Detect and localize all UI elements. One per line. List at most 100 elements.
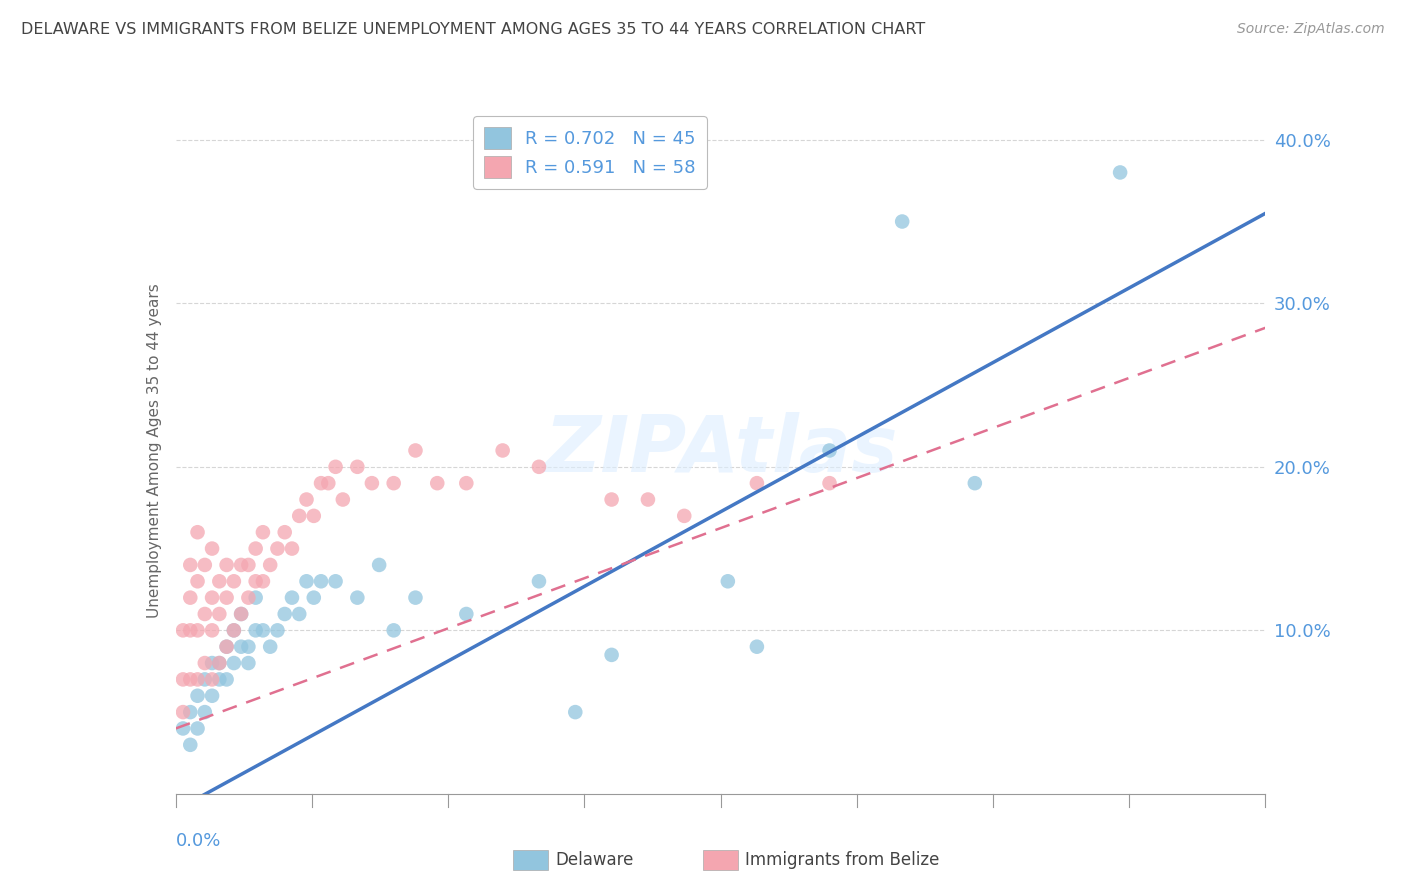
Point bbox=[179, 558, 201, 572]
Point bbox=[215, 591, 238, 605]
Point bbox=[295, 574, 318, 589]
Point bbox=[309, 574, 332, 589]
Point bbox=[179, 624, 201, 638]
Point bbox=[222, 624, 245, 638]
Point bbox=[186, 673, 209, 687]
Point bbox=[891, 214, 914, 228]
Point bbox=[231, 607, 253, 621]
Point bbox=[745, 640, 768, 654]
Point bbox=[238, 558, 260, 572]
Point bbox=[231, 558, 253, 572]
Text: 0.0%: 0.0% bbox=[176, 831, 221, 850]
Point bbox=[281, 541, 304, 556]
Point bbox=[266, 624, 288, 638]
Point bbox=[245, 541, 267, 556]
Point bbox=[179, 705, 201, 719]
Point bbox=[208, 656, 231, 670]
Point bbox=[186, 525, 209, 540]
Point bbox=[245, 591, 267, 605]
Point bbox=[186, 574, 209, 589]
Point bbox=[245, 574, 267, 589]
Point bbox=[231, 607, 253, 621]
Point bbox=[215, 640, 238, 654]
Point bbox=[172, 722, 194, 736]
Point bbox=[818, 476, 841, 491]
Point bbox=[564, 705, 586, 719]
Point bbox=[194, 705, 217, 719]
Point bbox=[527, 574, 550, 589]
Point bbox=[222, 574, 245, 589]
Text: Immigrants from Belize: Immigrants from Belize bbox=[745, 851, 939, 869]
Point bbox=[818, 443, 841, 458]
Point bbox=[1109, 165, 1132, 179]
Text: ZIPAtlas: ZIPAtlas bbox=[544, 412, 897, 489]
Point bbox=[600, 492, 623, 507]
Point bbox=[426, 476, 449, 491]
Point bbox=[186, 689, 209, 703]
Point bbox=[222, 624, 245, 638]
Point bbox=[231, 640, 253, 654]
Point bbox=[201, 541, 224, 556]
Point bbox=[673, 508, 696, 523]
Point bbox=[332, 492, 354, 507]
Point bbox=[302, 591, 325, 605]
Point bbox=[266, 541, 288, 556]
Point bbox=[288, 508, 311, 523]
Point bbox=[201, 656, 224, 670]
Point bbox=[600, 648, 623, 662]
Point bbox=[346, 459, 368, 474]
Point bbox=[172, 705, 194, 719]
Point bbox=[456, 607, 478, 621]
Point bbox=[215, 558, 238, 572]
Point bbox=[238, 656, 260, 670]
Point bbox=[288, 607, 311, 621]
Point bbox=[346, 591, 368, 605]
Point bbox=[360, 476, 382, 491]
Point bbox=[368, 558, 391, 572]
Point bbox=[215, 673, 238, 687]
Point bbox=[201, 689, 224, 703]
Point bbox=[405, 591, 427, 605]
Point bbox=[179, 738, 201, 752]
Point bbox=[252, 624, 274, 638]
Point bbox=[745, 476, 768, 491]
Point bbox=[382, 476, 405, 491]
Point bbox=[238, 640, 260, 654]
Point bbox=[295, 492, 318, 507]
Point bbox=[194, 656, 217, 670]
Text: Delaware: Delaware bbox=[555, 851, 634, 869]
Point bbox=[382, 624, 405, 638]
Point bbox=[717, 574, 740, 589]
Point bbox=[318, 476, 340, 491]
Point bbox=[963, 476, 986, 491]
Point bbox=[281, 591, 304, 605]
Point bbox=[325, 574, 347, 589]
Point bbox=[172, 673, 194, 687]
Point bbox=[201, 591, 224, 605]
Text: Source: ZipAtlas.com: Source: ZipAtlas.com bbox=[1237, 22, 1385, 37]
Point bbox=[302, 508, 325, 523]
Point bbox=[492, 443, 515, 458]
Point bbox=[186, 722, 209, 736]
Point bbox=[274, 525, 297, 540]
Legend: R = 0.702   N = 45, R = 0.591   N = 58: R = 0.702 N = 45, R = 0.591 N = 58 bbox=[472, 116, 707, 189]
Point bbox=[259, 640, 281, 654]
Point bbox=[194, 673, 217, 687]
Text: DELAWARE VS IMMIGRANTS FROM BELIZE UNEMPLOYMENT AMONG AGES 35 TO 44 YEARS CORREL: DELAWARE VS IMMIGRANTS FROM BELIZE UNEMP… bbox=[21, 22, 925, 37]
Point bbox=[274, 607, 297, 621]
Point bbox=[245, 624, 267, 638]
Point bbox=[222, 656, 245, 670]
Point bbox=[208, 574, 231, 589]
Point bbox=[405, 443, 427, 458]
Point bbox=[179, 673, 201, 687]
Point bbox=[186, 624, 209, 638]
Point bbox=[172, 624, 194, 638]
Point bbox=[259, 558, 281, 572]
Point bbox=[194, 558, 217, 572]
Point bbox=[208, 656, 231, 670]
Point bbox=[208, 607, 231, 621]
Point bbox=[527, 459, 550, 474]
Point bbox=[201, 624, 224, 638]
Point bbox=[456, 476, 478, 491]
Point bbox=[215, 640, 238, 654]
